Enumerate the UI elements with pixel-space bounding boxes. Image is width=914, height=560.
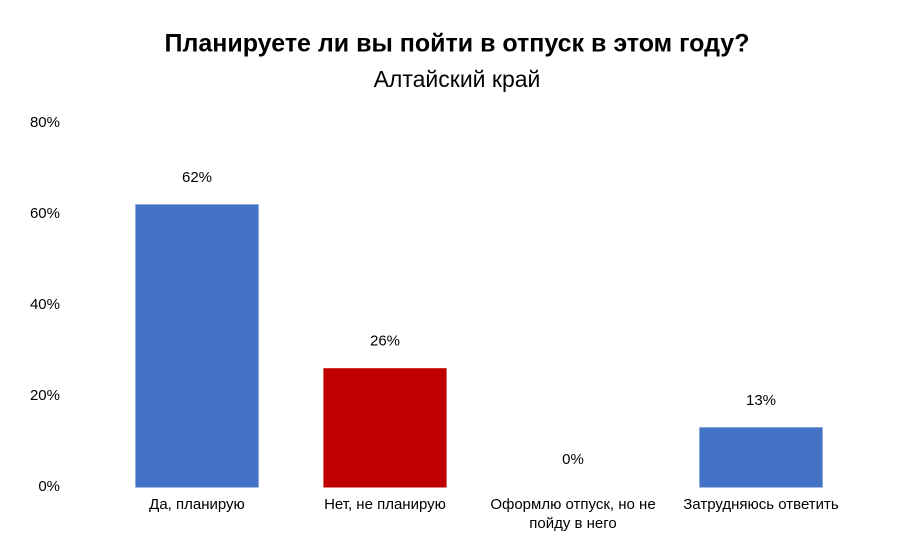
chart-subtitle: Алтайский край bbox=[374, 66, 541, 92]
value-label: 0% bbox=[562, 451, 584, 468]
y-tick-label: 40% bbox=[30, 296, 60, 313]
y-tick-label: 60% bbox=[30, 205, 60, 222]
y-tick-label: 80% bbox=[30, 114, 60, 131]
x-tick-label: Оформлю отпуск, но не пойду в него bbox=[490, 496, 656, 532]
bar bbox=[699, 427, 823, 488]
value-label: 62% bbox=[182, 169, 212, 186]
value-label: 13% bbox=[746, 392, 776, 409]
x-tick-label: Да, планирую bbox=[149, 496, 245, 513]
y-tick-label: 0% bbox=[38, 478, 60, 495]
y-tick-label: 20% bbox=[30, 387, 60, 404]
chart-title: Планируете ли вы пойти в отпуск в этом г… bbox=[165, 30, 750, 58]
x-tick-label: Затрудняюсь ответить bbox=[683, 496, 839, 513]
bar bbox=[323, 368, 447, 488]
x-tick-label: Нет, не планирую bbox=[324, 496, 446, 513]
bar bbox=[135, 204, 259, 488]
value-label: 26% bbox=[370, 333, 400, 350]
